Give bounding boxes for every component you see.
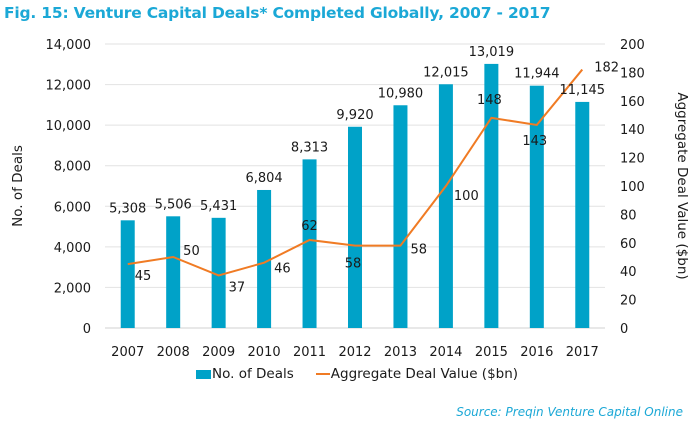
x-tick-label: 2011 [293,345,326,360]
line-data-label: 50 [183,244,200,259]
y-axis-title: No. of Deals [10,145,26,227]
legend-line-label: Aggregate Deal Value ($bn) [330,366,519,382]
chart-title: Fig. 15: Venture Capital Deals* Complete… [4,4,551,22]
legend-bar-swatch [196,369,211,379]
bar [529,85,544,328]
y2-tick-label: 40 [620,265,637,280]
x-tick-label: 2012 [338,345,371,360]
x-tick-label: 2013 [384,345,417,360]
line-data-label: 58 [410,243,427,258]
x-tick-label: 2016 [520,345,553,360]
line-data-label: 58 [345,257,362,272]
legend-bar-label: No. of Deals [212,366,294,382]
bar [575,101,590,328]
x-tick-label: 2017 [566,345,599,360]
y2-tick-label: 200 [620,38,645,53]
y2-tick-label: 120 [620,152,645,167]
bar [393,105,408,329]
x-tick-label: 2008 [157,345,190,360]
bar-data-label: 9,920 [336,108,373,123]
y2-tick-label: 80 [620,208,637,223]
x-tick-label: 2007 [111,345,144,360]
y2-tick-label: 140 [620,123,645,138]
y-tick-label: 4,000 [54,241,91,256]
bar-data-label: 5,308 [109,201,146,216]
y-tick-label: 14,000 [46,38,92,53]
bar [257,189,272,328]
y-tick-label: 2,000 [54,281,91,296]
y-tick-label: 6,000 [54,200,91,215]
line-data-label: 182 [594,61,619,76]
y2-tick-label: 0 [620,322,628,337]
data-labels: 5,308 5,506 5,431 6,804 8,313 9,920 10,980 12,0… [109,45,619,296]
line-series [127,68,584,277]
y-tick-label: 8,000 [54,160,91,175]
y2-tick-label: 60 [620,237,637,252]
bar-data-label: 5,431 [200,199,237,214]
bar [348,126,362,328]
bar [166,216,181,328]
bar [484,63,499,329]
y2-axis-title: Aggregate Deal Value ($bn) [674,92,690,279]
y2-tick-label: 180 [620,66,645,81]
y-tick-label: 0 [83,322,91,337]
x-tick-label: 2015 [475,345,508,360]
axes: 0 2,000 4,000 6,000 8,000 10,000 12,000 14,000 0… [46,38,645,360]
bar-data-label: 8,313 [291,140,328,155]
line-data-label: 148 [477,93,502,108]
bar-data-label: 11,145 [560,83,606,98]
bar [120,220,135,328]
line-data-label: 37 [229,280,246,295]
line-data-label: 62 [301,219,318,234]
y-tick-label: 10,000 [46,119,92,134]
x-tick-label: 2010 [248,345,281,360]
source-note: Source: Preqin Venture Capital Online [456,405,683,419]
bar [302,159,317,328]
bar-data-label: 13,019 [469,45,515,60]
bar-data-label: 10,980 [378,86,424,101]
bar [438,84,453,328]
y2-tick-label: 20 [620,294,637,309]
y2-tick-label: 160 [620,95,645,110]
line-data-label: 45 [135,269,152,284]
y-tick-label: 12,000 [46,79,92,94]
bar-data-label: 6,804 [245,171,282,186]
legend: No. of Deals Aggregate Deal Value ($bn) [196,366,518,382]
line-data-label: 143 [522,134,547,149]
x-tick-label: 2009 [202,345,235,360]
line-data-label: 46 [274,262,291,277]
bar [211,217,226,328]
x-tick-label: 2014 [429,345,462,360]
bar-series [120,63,590,329]
bar-data-label: 5,506 [155,197,192,212]
bar-data-label: 12,015 [423,65,469,80]
bar-data-label: 11,944 [514,67,560,82]
y2-tick-label: 100 [620,180,645,195]
line-data-label: 100 [454,189,479,204]
legend-line-swatch [315,373,330,375]
